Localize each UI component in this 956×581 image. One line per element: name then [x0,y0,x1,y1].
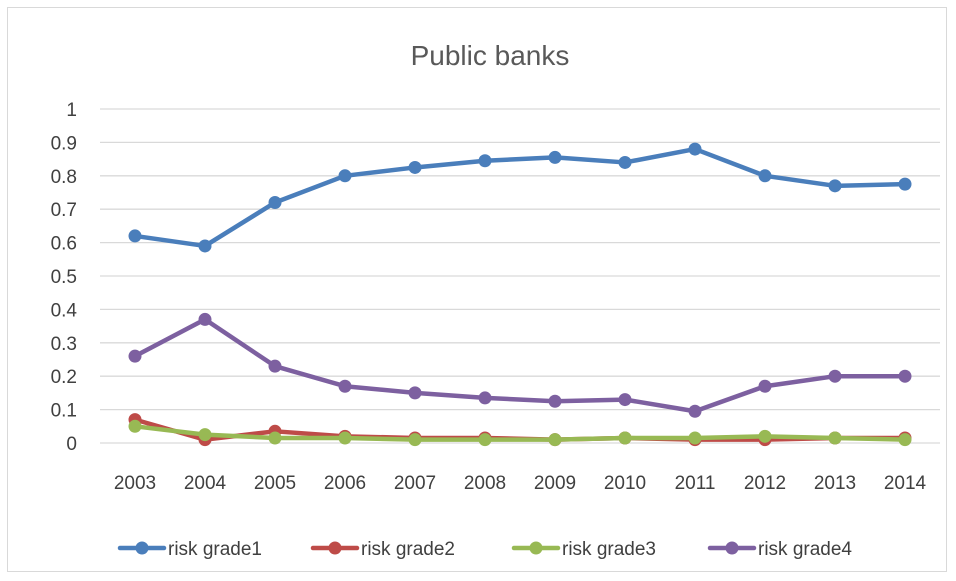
data-point-1 [198,239,212,253]
data-point-4 [618,393,632,407]
data-point-3 [338,431,352,445]
data-point-4 [128,349,142,363]
gridlines [100,108,940,444]
data-point-4 [828,369,842,383]
x-tick-label: 2012 [744,473,786,494]
x-tick-label: 2014 [884,473,927,494]
y-axis-labels: 0 0.1 0.2 0.3 0.4 0.5 0.6 0.7 0.8 0.9 1 [51,100,78,455]
y-tick-label: 0.6 [51,234,77,255]
x-tick-label: 2004 [184,473,227,494]
data-point-4 [338,379,352,393]
x-tick-label: 2009 [534,473,576,494]
x-tick-label: 2005 [254,473,296,494]
y-tick-label: 0 [66,434,77,455]
data-point-1 [128,229,142,243]
data-point-1 [758,169,772,183]
legend-label: risk grade1 [168,539,262,560]
series-line-3 [132,424,908,442]
chart-title: Public banks [411,40,570,71]
data-point-1 [478,154,492,168]
series-line-1 [132,146,908,249]
data-point-4 [198,312,212,326]
data-point-4 [688,404,702,418]
legend-label: risk grade3 [562,539,656,560]
data-point-4 [548,394,562,408]
y-tick-label: 0.9 [51,133,77,154]
y-tick-label: 0.4 [51,300,78,321]
data-point-3 [758,429,772,443]
series-lines [128,142,912,447]
x-tick-label: 2008 [464,473,506,494]
data-point-3 [268,431,282,445]
data-point-4 [758,379,772,393]
data-point-1 [688,142,702,156]
y-tick-label: 1 [66,100,77,121]
data-point-3 [898,433,912,447]
chart-frame [7,7,947,572]
y-tick-label: 0.3 [51,334,77,355]
legend-item-2[interactable]: risk grade2 [310,539,455,560]
data-point-4 [898,369,912,383]
y-tick-label: 0.7 [51,200,77,221]
data-point-3 [128,419,142,433]
x-tick-label: 2003 [114,473,156,494]
data-point-3 [198,428,212,442]
data-point-1 [828,179,842,193]
data-point-1 [338,169,352,183]
data-point-3 [408,433,422,447]
data-point-3 [688,431,702,445]
legend-marker [725,541,739,555]
data-point-1 [548,150,562,164]
x-tick-label: 2011 [675,473,716,494]
x-tick-label: 2013 [814,473,856,494]
x-tick-label: 2007 [394,473,436,494]
legend-marker [135,541,149,555]
data-point-1 [618,155,632,169]
data-point-4 [478,391,492,405]
legend-marker [328,541,342,555]
x-tick-label: 2010 [604,473,646,494]
data-point-1 [408,160,422,174]
legend-item-3[interactable]: risk grade3 [511,539,656,560]
legend-label: risk grade2 [361,539,455,560]
data-point-3 [478,433,492,447]
data-point-1 [898,177,912,191]
x-axis-labels: 2003 2004 2005 2006 2007 2008 2009 2010 2011 2012… [114,473,927,494]
y-tick-label: 0.8 [51,167,77,188]
y-tick-label: 0.2 [51,367,77,388]
legend-marker [529,541,543,555]
y-tick-label: 0.5 [51,267,77,288]
data-point-3 [828,431,842,445]
legend-item-4[interactable]: risk grade4 [707,539,852,560]
data-point-4 [268,359,282,373]
legend-label: risk grade4 [758,539,852,560]
data-point-1 [268,196,282,210]
data-point-4 [408,386,422,400]
legend-item-1[interactable]: risk grade1 [117,539,262,560]
data-point-3 [618,431,632,445]
series-line-4 [132,317,908,414]
y-tick-label: 0.1 [51,401,77,422]
data-point-3 [548,433,562,447]
x-tick-label: 2006 [324,473,366,494]
legend[interactable]: risk grade1 risk grade2 risk grade3 risk gr… [117,539,852,560]
